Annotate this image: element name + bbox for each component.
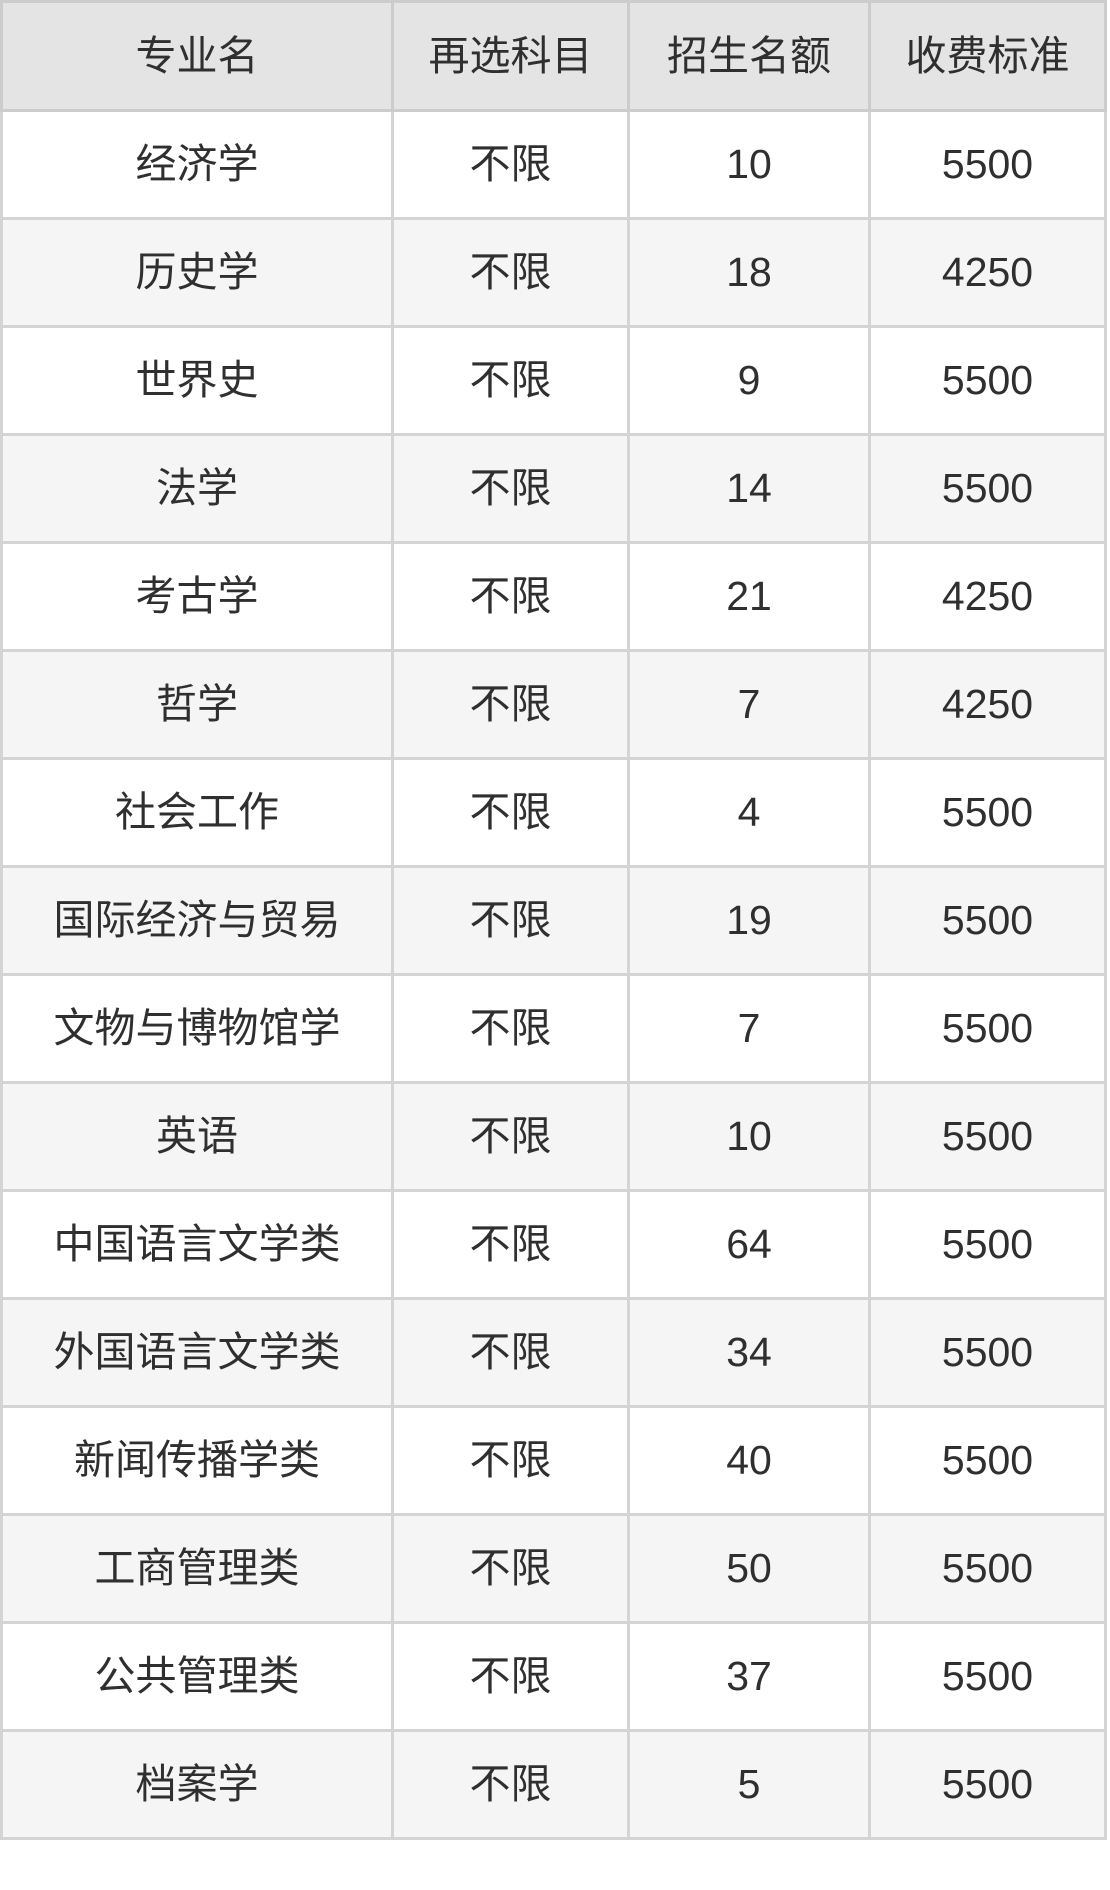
fee-cell: 5500 <box>868 325 1107 436</box>
table-row: 经济学 不限 10 5500 <box>0 109 1107 220</box>
major-name-cell: 新闻传播学类 <box>0 1405 394 1516</box>
fee-cell: 4250 <box>868 541 1107 652</box>
majors-admission-table: 专业名 再选科目 招生名额 收费标准 经济学 不限 10 5500 历史学 不限 18 425… <box>0 0 1107 1840</box>
reselect-subject-cell: 不限 <box>391 1729 630 1840</box>
quota-cell: 18 <box>627 217 871 328</box>
reselect-subject-cell: 不限 <box>391 109 630 220</box>
table-row: 哲学 不限 7 4250 <box>0 649 1107 760</box>
fee-cell: 5500 <box>868 1513 1107 1624</box>
major-name-cell: 考古学 <box>0 541 394 652</box>
major-name-cell: 国际经济与贸易 <box>0 865 394 976</box>
reselect-subject-cell: 不限 <box>391 1513 630 1624</box>
reselect-subject-cell: 不限 <box>391 1189 630 1300</box>
reselect-subject-cell: 不限 <box>391 757 630 868</box>
fee-cell: 5500 <box>868 1189 1107 1300</box>
major-name-cell: 档案学 <box>0 1729 394 1840</box>
table-row: 工商管理类 不限 50 5500 <box>0 1513 1107 1624</box>
major-name-cell: 历史学 <box>0 217 394 328</box>
reselect-subject-cell: 不限 <box>391 1081 630 1192</box>
major-name-cell: 经济学 <box>0 109 394 220</box>
table-row: 新闻传播学类 不限 40 5500 <box>0 1405 1107 1516</box>
quota-cell: 10 <box>627 109 871 220</box>
fee-cell: 5500 <box>868 109 1107 220</box>
fee-cell: 4250 <box>868 217 1107 328</box>
table-row: 世界史 不限 9 5500 <box>0 325 1107 436</box>
reselect-subject-cell: 不限 <box>391 1405 630 1516</box>
quota-cell: 10 <box>627 1081 871 1192</box>
quota-cell: 19 <box>627 865 871 976</box>
reselect-subject-cell: 不限 <box>391 1297 630 1408</box>
column-header-enrollment-quota: 招生名额 <box>627 0 871 112</box>
quota-cell: 64 <box>627 1189 871 1300</box>
reselect-subject-cell: 不限 <box>391 217 630 328</box>
major-name-cell: 文物与博物馆学 <box>0 973 394 1084</box>
table-row: 公共管理类 不限 37 5500 <box>0 1621 1107 1732</box>
table-row: 法学 不限 14 5500 <box>0 433 1107 544</box>
major-name-cell: 世界史 <box>0 325 394 436</box>
quota-cell: 34 <box>627 1297 871 1408</box>
major-name-cell: 哲学 <box>0 649 394 760</box>
fee-cell: 4250 <box>868 649 1107 760</box>
fee-cell: 5500 <box>868 865 1107 976</box>
quota-cell: 4 <box>627 757 871 868</box>
major-name-cell: 工商管理类 <box>0 1513 394 1624</box>
quota-cell: 21 <box>627 541 871 652</box>
fee-cell: 5500 <box>868 1621 1107 1732</box>
column-header-fee-standard: 收费标准 <box>868 0 1107 112</box>
quota-cell: 14 <box>627 433 871 544</box>
column-header-major-name: 专业名 <box>0 0 394 112</box>
fee-cell: 5500 <box>868 1081 1107 1192</box>
reselect-subject-cell: 不限 <box>391 649 630 760</box>
quota-cell: 7 <box>627 973 871 1084</box>
major-name-cell: 中国语言文学类 <box>0 1189 394 1300</box>
major-name-cell: 法学 <box>0 433 394 544</box>
quota-cell: 40 <box>627 1405 871 1516</box>
fee-cell: 5500 <box>868 433 1107 544</box>
table-row: 考古学 不限 21 4250 <box>0 541 1107 652</box>
table-row: 外国语言文学类 不限 34 5500 <box>0 1297 1107 1408</box>
major-name-cell: 外国语言文学类 <box>0 1297 394 1408</box>
table-row: 英语 不限 10 5500 <box>0 1081 1107 1192</box>
quota-cell: 5 <box>627 1729 871 1840</box>
table-header-row: 专业名 再选科目 招生名额 收费标准 <box>0 0 1107 112</box>
major-name-cell: 社会工作 <box>0 757 394 868</box>
table-row: 社会工作 不限 4 5500 <box>0 757 1107 868</box>
major-name-cell: 公共管理类 <box>0 1621 394 1732</box>
reselect-subject-cell: 不限 <box>391 325 630 436</box>
reselect-subject-cell: 不限 <box>391 433 630 544</box>
quota-cell: 9 <box>627 325 871 436</box>
table-row: 文物与博物馆学 不限 7 5500 <box>0 973 1107 1084</box>
reselect-subject-cell: 不限 <box>391 541 630 652</box>
column-header-reselect-subject: 再选科目 <box>391 0 630 112</box>
fee-cell: 5500 <box>868 1729 1107 1840</box>
table-row: 历史学 不限 18 4250 <box>0 217 1107 328</box>
quota-cell: 50 <box>627 1513 871 1624</box>
reselect-subject-cell: 不限 <box>391 865 630 976</box>
table-row: 中国语言文学类 不限 64 5500 <box>0 1189 1107 1300</box>
major-name-cell: 英语 <box>0 1081 394 1192</box>
table-row: 国际经济与贸易 不限 19 5500 <box>0 865 1107 976</box>
table-row: 档案学 不限 5 5500 <box>0 1729 1107 1840</box>
quota-cell: 7 <box>627 649 871 760</box>
fee-cell: 5500 <box>868 757 1107 868</box>
fee-cell: 5500 <box>868 1405 1107 1516</box>
reselect-subject-cell: 不限 <box>391 973 630 1084</box>
quota-cell: 37 <box>627 1621 871 1732</box>
fee-cell: 5500 <box>868 1297 1107 1408</box>
fee-cell: 5500 <box>868 973 1107 1084</box>
reselect-subject-cell: 不限 <box>391 1621 630 1732</box>
